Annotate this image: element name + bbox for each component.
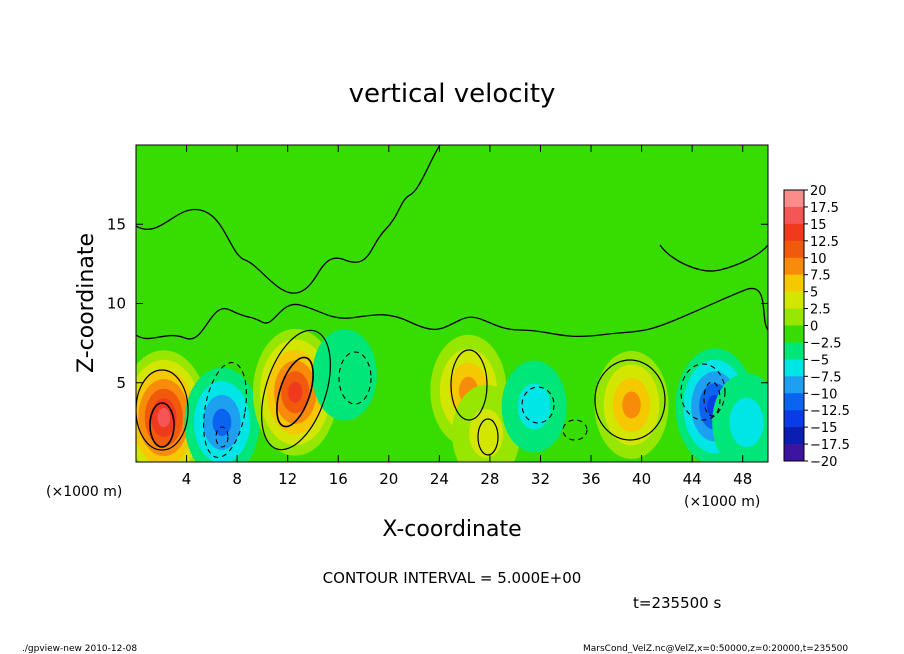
y-tick-label-5: 5: [116, 374, 126, 392]
x-tick-label-20: 20: [379, 470, 398, 488]
colorbar-swatch-4: [784, 257, 804, 275]
colorbar-label-8: 0: [810, 320, 818, 335]
x-tick-label-40: 40: [632, 470, 651, 488]
colorbar-swatch-13: [784, 410, 804, 428]
colorbar-swatch-6: [784, 291, 804, 309]
x-tick-label-36: 36: [581, 470, 600, 488]
y-axis-ticks: 5 10 15: [107, 215, 768, 392]
y-unit-label: (×1000 m): [46, 484, 122, 500]
colorbar-swatch-10: [784, 359, 804, 377]
colorbar-label-0: 20: [810, 184, 827, 199]
colorbar-label-9: −2.5: [810, 336, 842, 351]
colorbar-label-3: 12.5: [810, 235, 839, 250]
colorbar-label-5: 7.5: [810, 269, 831, 284]
x-tick-label-28: 28: [480, 470, 499, 488]
contour-plus5-c: [450, 349, 488, 421]
x-tick-label-12: 12: [278, 470, 297, 488]
zero-contour-upper: [136, 145, 441, 294]
colorbar-label-2: 15: [810, 218, 827, 233]
x-axis-ticks: 4 8 12 16 20 24 28 32 36 40 44 48: [182, 145, 752, 488]
colorbar-label-4: 10: [810, 252, 827, 267]
colorbar-label-14: −15: [810, 421, 837, 436]
y-tick-label-15: 15: [107, 215, 126, 233]
velocity-downdraft-1-level-4: [212, 408, 232, 437]
velocity-downdraft-3-level-1: [312, 329, 377, 421]
colorbar-label-11: −7.5: [810, 370, 842, 385]
y-tick-label-10: 10: [107, 295, 126, 313]
x-tick-label-44: 44: [683, 470, 702, 488]
x-tick-label-4: 4: [182, 470, 192, 488]
colorbar-label-1: 17.5: [810, 201, 839, 216]
chart-title: vertical velocity: [349, 79, 556, 109]
zero-contours: [136, 145, 768, 340]
colorbar-label-12: −10: [810, 387, 837, 402]
colorbar-swatch-7: [784, 308, 804, 326]
velocity-downdraft-9-level-2: [729, 397, 764, 447]
contour-plus5-e: [594, 359, 666, 441]
contour-plus15-b: [276, 356, 314, 428]
zero-contour-right: [659, 244, 768, 272]
colorbar-label-15: −17.5: [810, 438, 850, 453]
contour-minus5-a: [203, 362, 247, 458]
x-tick-label-32: 32: [531, 470, 550, 488]
footer-left: ./gpview-new 2010-12-08: [22, 644, 137, 654]
contour-plus5-d: [477, 418, 499, 456]
velocity-updraft-5-level-2: [469, 409, 504, 458]
colorbar-swatch-8: [784, 325, 804, 343]
colorbar-label-13: −12.5: [810, 404, 850, 419]
y-axis-label: Z-coordinate: [74, 233, 99, 373]
x-tick-label-24: 24: [430, 470, 449, 488]
colorbar-swatch-5: [784, 274, 804, 292]
footer-right: MarsCond_VelZ.nc@VelZ,x=0:50000,z=0:2000…: [583, 644, 848, 654]
velocity-downdraft-6-level-2: [517, 383, 551, 430]
colorbar-swatch-0: [784, 190, 804, 208]
plot-area: [136, 145, 768, 462]
colorbar: 20 17.5 15 12.5 10 7.5 5 2.5 0−2.5 −5 −7.5 −10 −12.5…: [783, 184, 850, 470]
velocity-updraft-7-level-4: [622, 391, 641, 419]
colorbar-swatch-9: [784, 342, 804, 360]
velocity-updraft-0-level-7: [157, 408, 171, 428]
x-tick-label-48: 48: [733, 470, 752, 488]
colorbar-label-16: −20: [810, 455, 837, 470]
velocity-updraft-2-level-6: [288, 381, 303, 403]
contour-minus5-f: [562, 419, 588, 441]
x-axis-label: X-coordinate: [382, 517, 521, 542]
x-tick-label-16: 16: [329, 470, 348, 488]
contour-minus5-e: [680, 363, 726, 421]
zero-contour-mid: [136, 287, 768, 340]
colorbar-swatch-12: [784, 393, 804, 411]
contour-minus5-c: [338, 351, 372, 405]
x-unit-label: (×1000 m): [684, 494, 760, 510]
colorbar-swatch-11: [784, 376, 804, 394]
colorbar-swatch-14: [784, 427, 804, 445]
colorbar-swatch-15: [784, 444, 804, 462]
contour-plus5-a: [136, 369, 189, 451]
contour-interval: CONTOUR INTERVAL = 5.000E+00: [323, 569, 582, 587]
contour-minus10: [703, 381, 721, 417]
x-tick-label-8: 8: [232, 470, 242, 488]
colorbar-label-6: 5: [810, 286, 818, 301]
colorbar-swatch-1: [784, 206, 804, 225]
time-label: t=235500 s: [633, 594, 721, 612]
contour-plus15-a: [149, 402, 175, 448]
negative-contours: [203, 351, 726, 458]
colorbar-swatch-3: [784, 240, 804, 259]
contour-plus5-b: [261, 329, 331, 451]
colorbar-label-7: 2.5: [810, 303, 831, 318]
contour-minus5-d: [521, 386, 555, 424]
colorbar-label-10: −5: [810, 353, 829, 368]
contour-lines: [136, 329, 666, 456]
contour-minus5-b: [215, 426, 229, 448]
colorbar-swatch-2: [784, 223, 804, 242]
